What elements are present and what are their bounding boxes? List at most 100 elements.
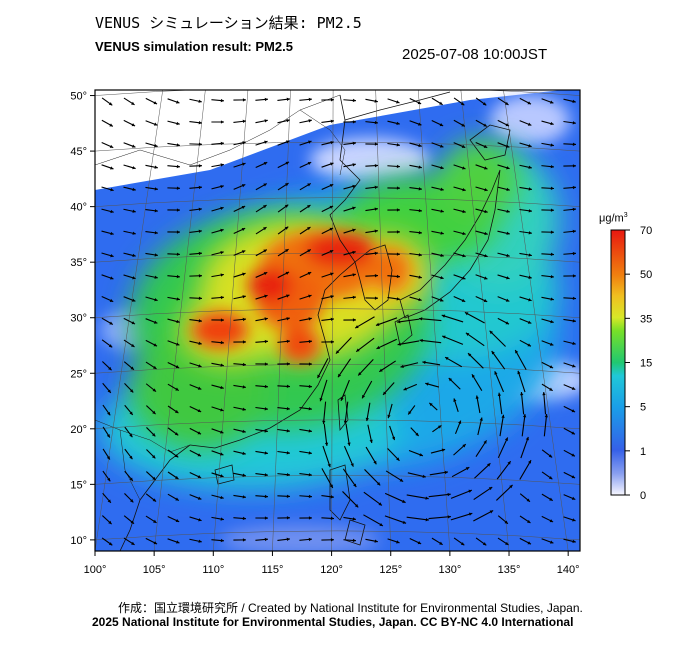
wind-arrowhead [242, 451, 246, 455]
colorbar-label: 5 [640, 402, 646, 414]
wind-arrowhead [549, 497, 553, 501]
wind-arrowhead [175, 365, 180, 369]
wind-arrowhead [154, 231, 158, 235]
wind-arrowhead [153, 122, 158, 126]
wind-arrowhead [369, 439, 373, 444]
wind-arrowhead [505, 541, 509, 545]
wind-arrowhead [264, 317, 268, 321]
wind-arrowhead [572, 164, 576, 168]
wind-arrowhead [528, 209, 532, 213]
wind-arrowhead [489, 510, 494, 514]
wind-arrowhead [439, 298, 444, 302]
wind-arrowhead [396, 143, 400, 147]
wind-arrow [342, 491, 359, 508]
wind-arrowhead [286, 339, 290, 344]
wind-arrow [494, 371, 505, 393]
wind-arrowhead [497, 392, 502, 396]
wind-arrowhead [285, 161, 290, 165]
wind-arrowhead [176, 319, 180, 324]
wind-arrowhead [572, 341, 576, 346]
wind-arrowhead [494, 371, 498, 375]
wind-arrow [498, 392, 503, 415]
wind-arrowhead [396, 164, 400, 169]
wind-arrow [464, 311, 485, 324]
wind-arrowhead [308, 494, 312, 499]
wind-arrowhead [220, 517, 224, 521]
wind-arrow [514, 349, 527, 370]
wind-arrowhead [418, 297, 422, 302]
wind-arrow [364, 469, 381, 486]
colorbar-unit: μg/m3 [599, 212, 628, 225]
wind-arrowhead [129, 433, 133, 438]
colorbar [610, 229, 626, 496]
wind-arrowhead [198, 319, 202, 323]
wind-arrowhead [391, 436, 396, 441]
wind-arrowhead [264, 339, 268, 344]
wind-arrow [406, 494, 429, 500]
wind-arrowhead [285, 183, 289, 187]
wind-arrowhead [129, 455, 133, 460]
border-south [95, 419, 191, 453]
wind-arrow [376, 338, 398, 350]
wind-arrowhead [263, 183, 267, 187]
wind-arrowhead [132, 276, 136, 280]
wind-arrowhead [522, 414, 527, 418]
wind-arrowhead [379, 368, 383, 372]
wind-arrowhead [176, 540, 180, 544]
wind-arrowhead [462, 231, 466, 236]
wind-arrowhead [129, 499, 134, 503]
wind-arrowhead [374, 99, 378, 103]
wind-arrowhead [220, 273, 224, 277]
coastline-japan-honshu [399, 169, 501, 319]
wind-arrowhead [106, 456, 110, 460]
wind-arrowhead [356, 348, 360, 352]
wind-arrowhead [489, 330, 493, 335]
wind-arrowhead [572, 364, 576, 368]
wind-arrowhead [220, 295, 224, 300]
wind-arrowhead [527, 122, 532, 126]
wind-arrowhead [528, 165, 532, 169]
wind-arrow [342, 468, 357, 488]
wind-arrowhead [129, 411, 133, 415]
wind-arrowhead [571, 475, 576, 479]
wind-arrowhead [572, 319, 576, 323]
wind-arrowhead [175, 387, 179, 391]
wind-arrow [520, 392, 525, 415]
wind-arrowhead [197, 409, 202, 413]
wind-arrow [419, 339, 442, 344]
wind-arrowhead [440, 209, 444, 213]
wind-arrow [473, 486, 493, 501]
wind-arrowhead [308, 407, 312, 411]
wind-arrowhead [131, 541, 135, 545]
wind-arrow [397, 340, 420, 346]
wind-arrow [496, 460, 512, 480]
wind-arrowhead [571, 496, 576, 500]
lat-tick-label: 50° [70, 91, 87, 103]
wind-arrowhead [131, 144, 136, 148]
wind-arrowhead [548, 454, 553, 458]
wind-arrowhead [447, 492, 451, 497]
coastline-china-east [189, 94, 361, 449]
lon-tick-label: 120° [320, 564, 343, 576]
wind-arrowhead [403, 387, 407, 391]
wind-arrowhead [460, 542, 465, 546]
wind-arrowhead [528, 187, 532, 191]
wind-arrowhead [263, 227, 267, 231]
wind-arrow [428, 516, 451, 520]
wind-arrowhead [402, 520, 407, 524]
wind-arrow [543, 392, 547, 415]
wind-arrowhead [220, 184, 224, 189]
wind-arrowhead [340, 397, 344, 401]
wind-arrowhead [549, 342, 554, 346]
wind-arrowhead [462, 166, 466, 170]
wind-arrowhead [197, 386, 202, 390]
wind-arrowhead [387, 414, 391, 419]
wind-arrow [441, 335, 464, 345]
wind-arrowhead [507, 461, 511, 465]
wind-arrowhead [106, 434, 110, 438]
wind-arrowhead [397, 320, 401, 324]
wind-arrowhead [286, 362, 290, 366]
wind-vectors [101, 97, 577, 546]
wind-arrowhead [402, 499, 406, 503]
meridian-line [153, 90, 206, 551]
